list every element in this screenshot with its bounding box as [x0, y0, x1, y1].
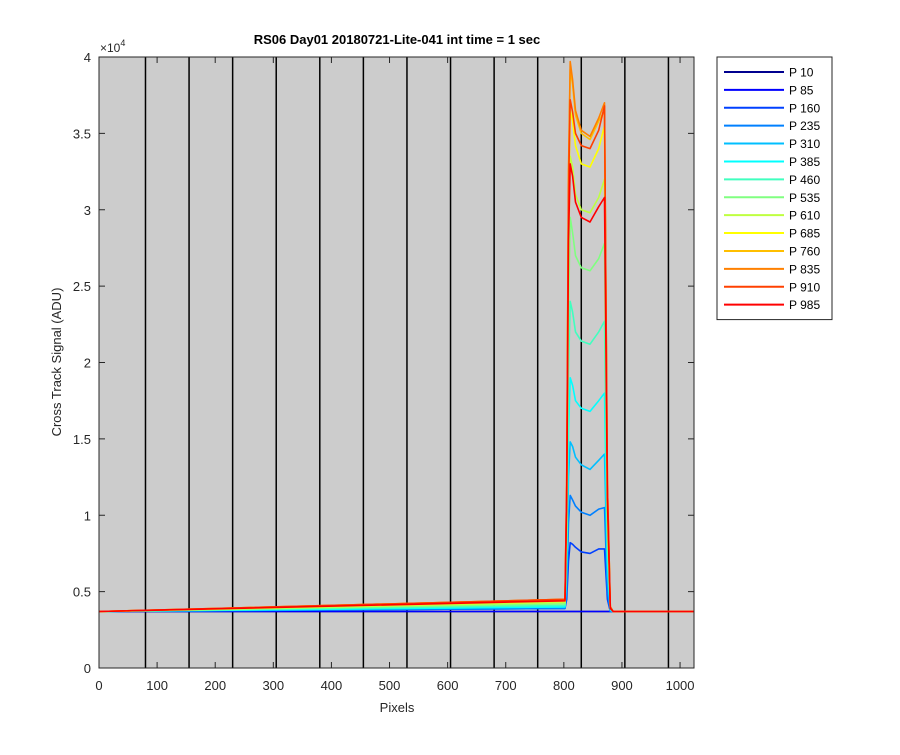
y-tick-label: 0	[84, 661, 91, 676]
y-tick-label: 1	[84, 508, 91, 523]
legend: P 10 P 85 P 160 P 235 P 310 P 385 P 460 P 535 P …	[716, 56, 833, 321]
y-tick-label: 2.5	[73, 279, 91, 294]
x-tick-label: 300	[262, 678, 284, 693]
y-tick-label: 3.5	[73, 126, 91, 141]
legend-entry: P 10	[789, 65, 814, 79]
legend-entry: P 160	[789, 101, 820, 115]
y-axis-label: Cross Track Signal (ADU)	[49, 288, 64, 437]
y-tick-label: 0.5	[73, 585, 91, 600]
x-axis-label: Pixels	[380, 700, 415, 715]
plot-area	[99, 57, 694, 668]
y-tick-label: 4	[84, 50, 91, 65]
x-tick-label: 100	[146, 678, 168, 693]
y-tick-label: 2	[84, 356, 91, 371]
legend-entry: P 685	[789, 227, 820, 241]
x-tick-label: 800	[553, 678, 575, 693]
legend-entry: P 310	[789, 137, 820, 151]
legend-entry: P 985	[789, 298, 820, 312]
x-tick-label: 500	[379, 678, 401, 693]
legend-entry: P 610	[789, 209, 820, 223]
legend-box	[716, 56, 833, 321]
legend-entry: P 235	[789, 119, 820, 133]
x-tick-label: 400	[321, 678, 343, 693]
legend-entry: P 910	[789, 280, 820, 294]
x-tick-label: 1000	[666, 678, 695, 693]
y-tick-label: 3	[84, 203, 91, 218]
y-exponent-base: ×10	[100, 41, 121, 55]
x-tick-label: 600	[437, 678, 459, 693]
y-exponent-power: 4	[120, 38, 125, 48]
x-tick-label: 0	[95, 678, 102, 693]
legend-entry: P 385	[789, 155, 820, 169]
x-tick-label: 200	[204, 678, 226, 693]
legend-entry: P 85	[789, 83, 814, 97]
x-tick-label: 900	[611, 678, 633, 693]
legend-entry: P 535	[789, 191, 820, 205]
legend-entry: P 760	[789, 244, 820, 258]
chart-title: RS06 Day01 20180721-Lite-041 int time = …	[254, 32, 541, 47]
series-line-p-985	[98, 163, 694, 613]
y-axis-exponent: ×104	[100, 38, 125, 55]
x-tick-label: 700	[495, 678, 517, 693]
y-tick-label: 1.5	[73, 432, 91, 447]
legend-entry: P 460	[789, 173, 820, 187]
legend-entry: P 835	[789, 262, 820, 276]
